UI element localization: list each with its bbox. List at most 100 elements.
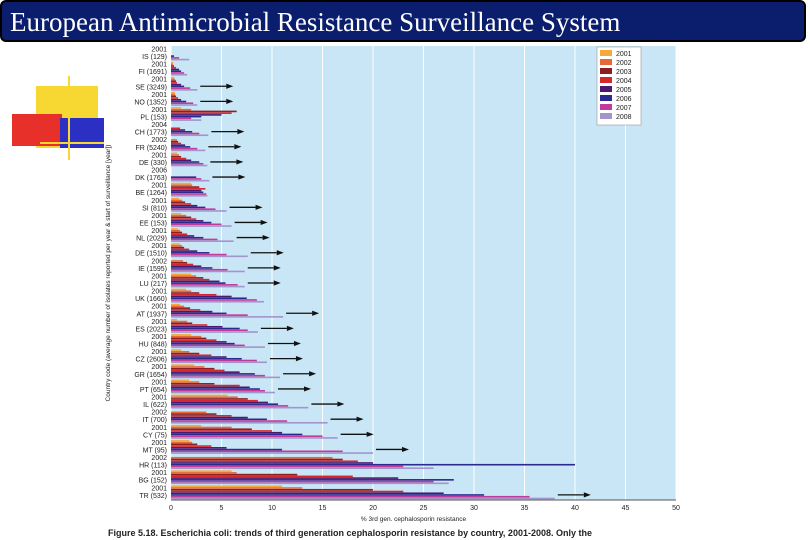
bar-mt-2006 [171, 448, 283, 451]
category-start-year: 2001 [151, 319, 167, 326]
bar-at-2001 [171, 303, 181, 306]
bar-it-2005 [171, 416, 248, 419]
category-start-year: 2001 [151, 440, 167, 447]
bar-lu-2003 [171, 277, 204, 279]
bar-pl-2008 [171, 119, 202, 121]
trend-arrow-head [273, 280, 281, 286]
category-label: ES (2023) [135, 326, 167, 333]
bar-se-2007 [171, 87, 191, 89]
category-start-year: 2001 [151, 213, 167, 220]
bar-hu-2001 [171, 334, 192, 336]
bar-mt-2005 [171, 447, 227, 449]
bar-es-2005 [171, 325, 223, 328]
bar-bg-2005 [171, 477, 399, 479]
bar-cz-2002 [171, 351, 190, 353]
bar-tr-2007 [171, 495, 530, 498]
x-tick-label: 15 [319, 505, 327, 512]
bar-mt-2003 [171, 443, 198, 446]
slide-title: European Antimicrobial Resistance Survei… [10, 7, 621, 37]
bar-es-2006 [171, 327, 240, 330]
bar-no-2003 [171, 95, 177, 98]
bar-si-2001 [171, 197, 180, 200]
category-start-year: 2002 [151, 455, 167, 462]
trend-arrow-head [236, 159, 244, 165]
bar-il-2006 [171, 403, 279, 405]
category-start-year: 2001 [151, 289, 167, 296]
trend-arrow-head [366, 431, 374, 437]
bar-it-2003 [171, 413, 217, 415]
bar-si-2005 [171, 204, 198, 207]
category-start-year: 2001 [151, 152, 167, 159]
trend-arrow-head [226, 83, 234, 89]
bar-il-2001 [171, 394, 228, 397]
bar-be-2004 [171, 188, 206, 190]
bar-ie-2008 [171, 270, 245, 273]
bar-il-2004 [171, 399, 258, 402]
bar-at-2006 [171, 312, 227, 315]
bar-cz-2003 [171, 352, 200, 355]
bar-fr-2003 [171, 140, 179, 143]
legend-label-2003: 2003 [616, 69, 632, 76]
bar-nl-2005 [171, 235, 195, 237]
bar-hu-2002 [171, 335, 202, 338]
bar-ee-2005 [171, 220, 204, 222]
bar-se-2002 [171, 78, 176, 81]
bar-at-2008 [171, 316, 284, 318]
bar-nl-2007 [171, 238, 218, 241]
category-start-year: 2001 [151, 470, 167, 477]
trend-arrow-head [309, 371, 317, 377]
bar-no-2005 [171, 98, 182, 101]
bar-dk-2008 [171, 179, 210, 182]
bar-pl-2004 [171, 112, 232, 114]
trend-arrow-head [262, 234, 270, 241]
bar-be-2008 [171, 194, 208, 197]
bar-nl-2006 [171, 236, 204, 239]
bar-lu-2005 [171, 280, 220, 283]
bar-cz-2008 [171, 361, 267, 364]
bar-fr-2002 [171, 139, 178, 141]
bar-hr-2003 [171, 458, 343, 461]
bar-es-2001 [171, 319, 178, 321]
category-label: BE (1264) [135, 190, 167, 197]
trend-arrow-head [295, 356, 303, 362]
category-label: IS (129) [142, 54, 167, 61]
bar-fi-2006 [171, 70, 182, 73]
x-tick-label: 45 [622, 505, 630, 512]
trend-arrow-head [273, 265, 281, 271]
figure-caption: Figure 5.18. Escherichia coli: trends of… [108, 528, 592, 538]
bar-no-2006 [171, 100, 187, 103]
bar-hr-2002 [171, 456, 333, 459]
bar-si-2003 [171, 201, 186, 204]
bar-de-2003 [171, 246, 185, 249]
category-label: IE (1595) [138, 266, 167, 273]
bar-mt-2007 [171, 450, 343, 453]
bar-pl-2003 [171, 110, 237, 113]
bar-de-2006 [171, 161, 200, 163]
bar-is-2008 [171, 58, 190, 61]
bar-es-2008 [171, 331, 258, 333]
bar-be-2006 [171, 191, 204, 194]
category-label: GR (1654) [134, 372, 167, 379]
category-start-year: 2001 [151, 228, 167, 235]
bar-cy-2002 [171, 426, 232, 429]
bar-tr-2002 [171, 487, 303, 489]
bar-cy-2008 [171, 437, 338, 439]
bar-il-2008 [171, 406, 309, 409]
x-tick-label: 30 [470, 505, 478, 512]
slide-title-bar: European Antimicrobial Resistance Survei… [0, 0, 806, 42]
bar-hr-2006 [171, 463, 575, 466]
bar-pt-2004 [171, 384, 240, 387]
category-label: UK (1660) [135, 296, 167, 303]
legend-swatch-2002 [600, 59, 612, 65]
bar-is-2006 [171, 55, 175, 57]
bar-tr-2003 [171, 488, 373, 491]
bar-il-2005 [171, 401, 268, 404]
category-label: DE (330) [139, 160, 167, 167]
trend-arrow-head [226, 98, 234, 104]
bar-gr-2001 [171, 364, 195, 367]
bar-tr-2004 [171, 490, 404, 493]
legend-label-2002: 2002 [616, 60, 632, 67]
trend-arrow-head [402, 446, 409, 453]
bar-cy-2006 [171, 433, 303, 436]
category-label: FR (5240) [135, 145, 167, 152]
